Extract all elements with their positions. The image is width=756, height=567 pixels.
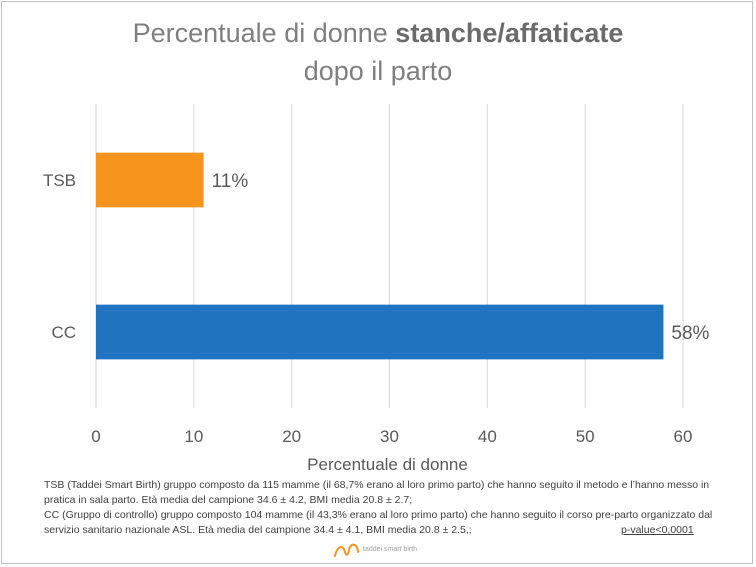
x-tick-label: 40 <box>478 427 497 446</box>
brand-logo: taddei smart birth <box>334 540 417 558</box>
title-part-bold: stanche/affaticate <box>395 18 624 48</box>
category-label: CC <box>51 323 76 342</box>
category-label: TSB <box>43 171 76 190</box>
x-tick-label: 60 <box>674 427 693 446</box>
p-value-note: p-value<0,0001 <box>621 524 694 536</box>
x-tick-label: 50 <box>576 427 595 446</box>
data-label: 11% <box>212 171 249 192</box>
footnote-cc: CC (Gruppo di controllo) gruppo composto… <box>44 509 713 536</box>
title-part-1: Percentuale di donne <box>132 18 396 48</box>
x-tick-label: 30 <box>380 427 399 446</box>
logo-icon <box>334 543 359 557</box>
bar-tsb <box>96 152 204 208</box>
chart-title: Percentuale di donne stanche/affaticate … <box>0 14 756 90</box>
logo-text: taddei smart birth <box>363 545 418 553</box>
title-part-2: dopo il parto <box>303 56 453 86</box>
bar-cc <box>96 304 664 360</box>
footnotes: TSB (Taddei Smart Birth) gruppo composto… <box>44 478 724 538</box>
x-tick-label: 20 <box>282 427 301 446</box>
footnote-tsb: TSB (Taddei Smart Birth) gruppo composto… <box>44 479 710 506</box>
x-tick-label: 10 <box>184 427 203 446</box>
x-tick-label: 0 <box>91 427 100 446</box>
x-axis-label: Percentuale di donne <box>307 455 468 474</box>
data-label: 58% <box>671 323 709 344</box>
